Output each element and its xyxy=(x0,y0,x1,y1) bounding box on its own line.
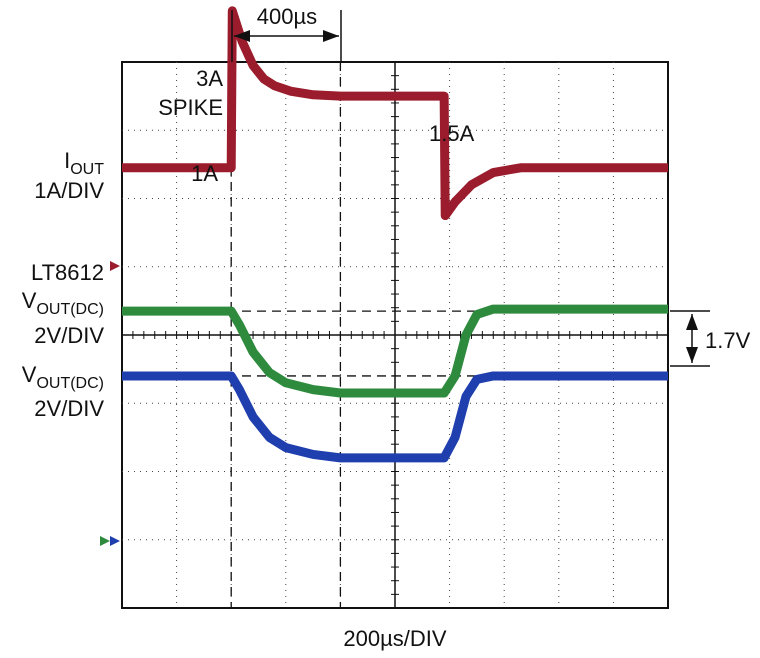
spike-label-line2: SPIKE xyxy=(158,95,223,120)
green-marker-icon xyxy=(100,536,110,546)
traces xyxy=(122,6,668,463)
iout-marker-icon xyxy=(110,261,120,271)
vout2-label: VOUT(DC) xyxy=(22,362,104,392)
device-label: LT8612 xyxy=(31,260,104,285)
timing-arrow: 400µs xyxy=(231,4,342,62)
timing-label: 400µs xyxy=(257,4,317,29)
spike-label-line1: 3A xyxy=(196,66,223,91)
vout1-scale-label: 2V/DIV xyxy=(34,323,104,348)
trace-iout xyxy=(122,6,668,221)
vout2-scale-label: 2V/DIV xyxy=(34,396,104,421)
blue-marker-icon xyxy=(110,536,120,546)
step-low-label: 1A xyxy=(191,161,218,186)
iout-scale-label: 1A/DIV xyxy=(34,178,104,203)
grid xyxy=(121,61,669,609)
vout1-label: VOUT(DC) xyxy=(22,288,104,318)
iout-label: IOUT xyxy=(64,148,104,178)
trace-vout-dc-green xyxy=(122,304,668,398)
delta-arrow: 1.7V xyxy=(670,310,751,367)
delta-label: 1.7V xyxy=(705,328,751,353)
trace-vout-dc-blue xyxy=(122,371,668,463)
step-high-label: 1.5A xyxy=(429,121,475,146)
x-axis-label: 200µs/DIV xyxy=(343,626,446,651)
